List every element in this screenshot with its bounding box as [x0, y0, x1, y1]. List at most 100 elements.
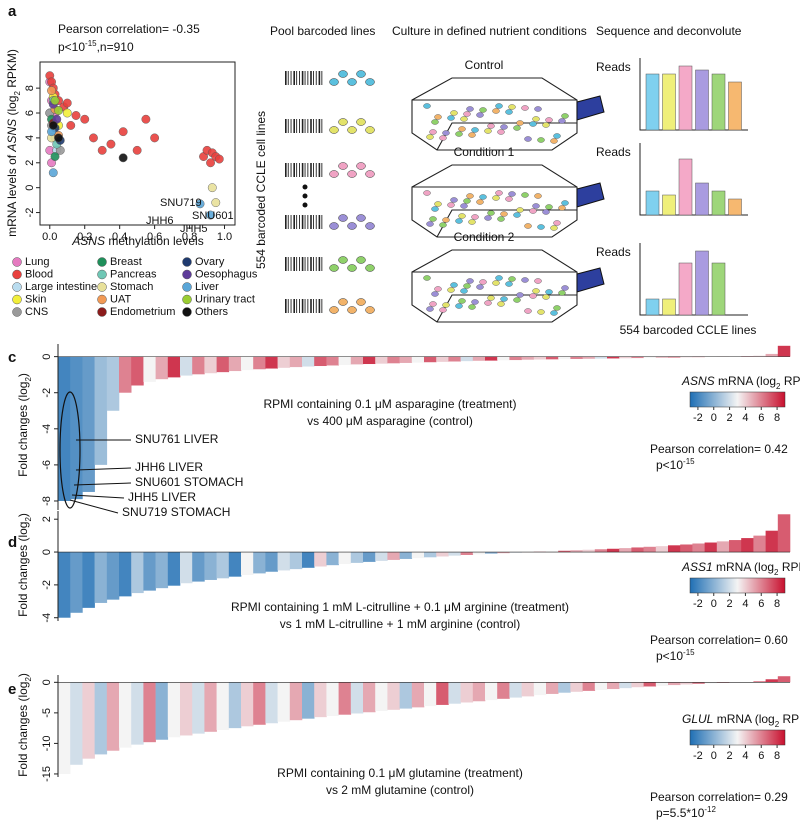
bar [180, 682, 193, 736]
bar [631, 682, 644, 688]
cell [431, 119, 439, 125]
barcode-stripe [321, 119, 323, 133]
scatter-point [150, 133, 160, 143]
barcode-stripe [310, 299, 312, 313]
cell [365, 222, 375, 230]
y-axis-label: mRNA levels of ASNS (log2 RPKM) [5, 49, 21, 237]
cell [497, 301, 505, 307]
x-tick-label: 0.6 [147, 231, 162, 243]
y-axis-label-part: 2 [13, 91, 22, 96]
bar [180, 552, 193, 584]
bar [265, 682, 278, 724]
cell [434, 286, 442, 292]
cell [426, 306, 434, 312]
y-axis-label-part: Fold changes (log [16, 522, 30, 617]
barcode-stripe [315, 257, 317, 271]
scatter-point [211, 198, 221, 208]
bar [106, 552, 120, 600]
bar [167, 356, 181, 378]
bar [106, 682, 120, 751]
colorbar-tick-label: 6 [758, 598, 764, 610]
bar [70, 682, 83, 765]
bar [338, 552, 352, 565]
cell [347, 170, 357, 178]
legend-swatch [12, 307, 22, 317]
bar [472, 552, 486, 555]
cell [537, 224, 545, 230]
cell [463, 283, 471, 289]
bar [436, 552, 449, 557]
cell [542, 122, 550, 128]
barcode-stripe [290, 257, 292, 271]
cell [487, 210, 495, 216]
bar [716, 682, 730, 683]
bar [645, 73, 660, 131]
bar [777, 676, 791, 683]
cell [356, 298, 366, 306]
cell [460, 116, 468, 122]
cell [542, 294, 550, 300]
bar [533, 356, 547, 360]
bar [399, 552, 413, 559]
cell [529, 208, 537, 214]
cell [550, 138, 558, 144]
bar [668, 545, 681, 553]
bar [228, 552, 242, 577]
cell [347, 264, 357, 272]
cell [450, 282, 458, 288]
p-text-part: -15 [683, 648, 695, 657]
barcode-stripe [285, 163, 287, 177]
barcode-stripe [313, 163, 314, 177]
barcode-stripe [313, 299, 314, 313]
bar [631, 356, 644, 359]
colorbar-tick-label: 2 [727, 598, 733, 610]
colorbar-tick-label: 2 [727, 750, 733, 762]
x-tick-label: 0.8 [182, 231, 197, 243]
cell [447, 115, 455, 121]
bar [716, 541, 730, 553]
x-tick-label: 1.0 [217, 231, 232, 243]
bar [350, 356, 364, 365]
bar [521, 682, 535, 697]
bar [678, 65, 693, 131]
colorbar-tick-label: -2 [693, 598, 703, 610]
scatter-point [141, 114, 151, 124]
bar [607, 356, 620, 359]
cell [463, 111, 471, 117]
barcode-stripe [301, 257, 304, 271]
bar [509, 356, 522, 361]
barcode-stripe [321, 215, 323, 229]
bar [558, 550, 571, 553]
colorbar-tick-label: -2 [693, 412, 703, 424]
barcode-stripe [285, 71, 287, 85]
y-axis-label-part: Fold changes (log [16, 382, 30, 477]
cell [500, 124, 508, 130]
cell [442, 130, 450, 136]
x-axis-label-part: ASNS [71, 234, 105, 248]
cell [516, 207, 524, 213]
bar [216, 682, 230, 730]
y-axis-label-part: mRNA levels of [5, 152, 19, 237]
cell [423, 190, 431, 196]
cell [329, 126, 339, 134]
cell [347, 126, 357, 134]
cell [329, 264, 339, 272]
cell [329, 170, 339, 178]
annotation: SNU601 STOMACH [135, 475, 243, 489]
cell [500, 211, 508, 217]
bar [70, 552, 83, 613]
bar [765, 530, 779, 553]
scatter-point [207, 183, 217, 193]
y-axis-label: Reads [596, 60, 631, 74]
barcode-stripe [299, 71, 300, 85]
p-text-part: -12 [704, 805, 716, 814]
y-axis-label-part: 2 [24, 677, 33, 682]
colorbar-title-part: 2 [776, 382, 781, 391]
barcode-stripe [315, 71, 317, 85]
barcode-stripe [315, 299, 317, 313]
barcode-stripe [318, 257, 321, 271]
bar [399, 682, 413, 709]
colorbar-tick-label: 0 [711, 412, 717, 424]
cell [532, 116, 540, 122]
cell [329, 306, 339, 314]
